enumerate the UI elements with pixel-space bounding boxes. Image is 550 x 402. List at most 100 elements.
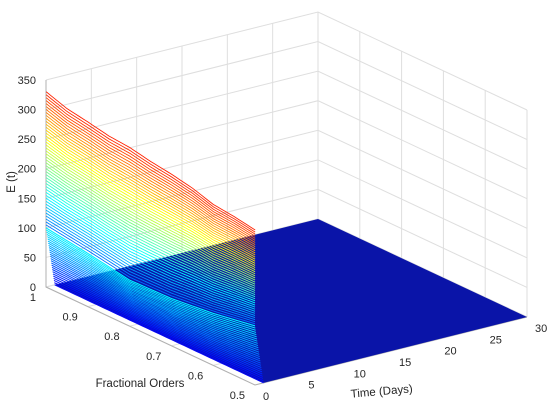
surface-floor xyxy=(55,219,528,383)
surface-curve xyxy=(45,135,256,262)
surface-curve xyxy=(54,282,264,382)
x-tick-label: 25 xyxy=(490,334,502,346)
axis-ticks: 0501001502002503003500.50.60.70.80.91051… xyxy=(18,75,548,402)
surface-curve xyxy=(45,180,256,293)
z-axis-label: E (t) xyxy=(6,171,18,193)
y-axis-label: Fractional Orders xyxy=(96,378,185,390)
z-tick-label: 250 xyxy=(18,134,36,146)
y-tick-label: 0.9 xyxy=(63,312,78,324)
surface-curve xyxy=(45,144,256,268)
z-tick-label: 100 xyxy=(18,223,36,235)
surface-curve xyxy=(46,229,256,329)
surface-curve xyxy=(45,171,256,287)
surface-curve xyxy=(45,91,256,231)
surface-curve xyxy=(51,266,262,366)
surface-curve xyxy=(45,215,256,318)
y-tick-label: 1 xyxy=(30,292,36,304)
surface-curve xyxy=(45,224,256,325)
surface-curve xyxy=(46,234,257,333)
x-tick-label: 30 xyxy=(535,323,547,335)
z-tick-label: 50 xyxy=(24,252,36,264)
surface-curve xyxy=(45,156,256,277)
x-axis-label: Time (Days) xyxy=(350,383,413,400)
y-tick-label: 0.7 xyxy=(146,351,161,363)
x-tick-label: 5 xyxy=(308,380,314,392)
y-tick-label: 0.5 xyxy=(230,390,245,402)
x-tick-label: 15 xyxy=(399,357,411,369)
surface-curve xyxy=(49,251,259,351)
surface-curve xyxy=(47,240,258,340)
surface-curve xyxy=(47,238,257,338)
surface-curve xyxy=(45,109,256,243)
surface-curve xyxy=(51,264,261,364)
surface-curve xyxy=(52,273,263,373)
surface-curve xyxy=(53,275,263,375)
surface-curve xyxy=(45,159,256,279)
surface-curve xyxy=(45,206,256,312)
surface-curve xyxy=(48,242,258,342)
surface-curve xyxy=(53,277,263,377)
surface-curve xyxy=(48,244,258,344)
z-tick-label: 150 xyxy=(18,193,36,205)
surface-curve xyxy=(45,103,256,239)
surface-curve xyxy=(50,258,260,358)
z-tick-label: 200 xyxy=(18,164,36,176)
surface-curve xyxy=(50,260,261,360)
x-tick-label: 0 xyxy=(263,391,269,402)
surface-curve xyxy=(45,112,256,245)
surface-curve xyxy=(50,255,260,355)
surface-curve xyxy=(45,227,256,327)
surface-mesh xyxy=(45,91,528,384)
surface-curve xyxy=(45,129,256,258)
surface-curve xyxy=(45,186,256,298)
surface-curve xyxy=(47,236,257,336)
surface-curve xyxy=(45,141,256,266)
surface-curve xyxy=(45,162,256,281)
surface-curve xyxy=(48,247,259,347)
surface-curve xyxy=(45,194,256,304)
surface-curve xyxy=(45,150,256,273)
surface-curve xyxy=(45,118,256,250)
surface-curve xyxy=(45,165,256,283)
surface-curve xyxy=(45,189,256,300)
surface-curve xyxy=(45,147,256,270)
surface-curve xyxy=(45,138,256,264)
z-tick-label: 350 xyxy=(18,75,36,87)
surface-curve xyxy=(45,209,256,314)
surface-curve xyxy=(52,271,262,371)
surface-curve xyxy=(45,212,256,316)
surface-curve xyxy=(45,126,256,256)
surface-curve xyxy=(45,177,256,291)
y-tick-label: 0.8 xyxy=(104,331,119,343)
surface-curve xyxy=(49,253,260,353)
surface-curve xyxy=(45,94,256,233)
surface-curve xyxy=(45,174,256,289)
surface-curve xyxy=(45,183,256,296)
surface-curve xyxy=(45,191,256,302)
x-tick-label: 20 xyxy=(444,346,456,358)
x-tick-label: 10 xyxy=(354,368,366,380)
z-tick-label: 300 xyxy=(18,105,36,117)
surface-curve xyxy=(49,249,259,349)
surface-curve xyxy=(45,123,256,254)
surface-curve xyxy=(45,221,256,323)
surface-curve xyxy=(45,100,256,237)
surface-curve xyxy=(45,121,256,252)
surface-curve xyxy=(52,269,262,368)
surface-curve xyxy=(45,203,256,310)
surface-curve xyxy=(45,168,256,285)
surface-curve xyxy=(45,115,256,248)
surface-curve xyxy=(53,280,264,379)
surface-curve xyxy=(51,262,261,362)
surface-curve xyxy=(45,200,256,308)
y-tick-label: 0.6 xyxy=(188,370,203,382)
surface-curve xyxy=(45,106,256,241)
surface-curve xyxy=(45,97,256,235)
surface-curve xyxy=(45,132,256,260)
surface-curve xyxy=(45,153,256,275)
z-tick-label: 0 xyxy=(30,282,36,294)
surface-curve xyxy=(46,231,256,331)
surface-curve xyxy=(54,284,264,384)
surface-curve xyxy=(45,197,256,306)
